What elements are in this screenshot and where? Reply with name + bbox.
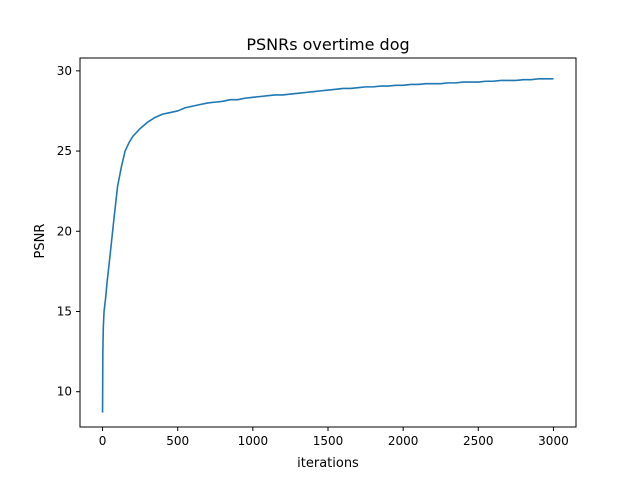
chart-title: PSNRs overtime dog xyxy=(246,35,409,54)
y-axis: 10 15 20 25 30 xyxy=(57,64,80,399)
y-tick-label: 30 xyxy=(57,64,72,78)
y-tick-label: 20 xyxy=(57,224,72,238)
x-tick-label: 1000 xyxy=(238,434,269,448)
plot-layer xyxy=(101,78,554,413)
x-tick-label: 500 xyxy=(166,434,189,448)
y-tick-label: 10 xyxy=(57,385,72,399)
y-axis-label: PSNR xyxy=(33,224,48,259)
series-line xyxy=(101,78,554,413)
y-tick-label: 25 xyxy=(57,144,72,158)
x-tick-label: 3000 xyxy=(538,434,569,448)
x-tick-label: 0 xyxy=(99,434,107,448)
y-tick-label: 15 xyxy=(57,304,72,318)
x-axis: 0 500 1000 1500 2000 2500 3000 xyxy=(99,427,569,448)
x-tick-label: 2000 xyxy=(388,434,419,448)
x-tick-label: 1500 xyxy=(313,434,344,448)
x-axis-label: iterations xyxy=(297,456,359,471)
x-tick-label: 2500 xyxy=(463,434,494,448)
